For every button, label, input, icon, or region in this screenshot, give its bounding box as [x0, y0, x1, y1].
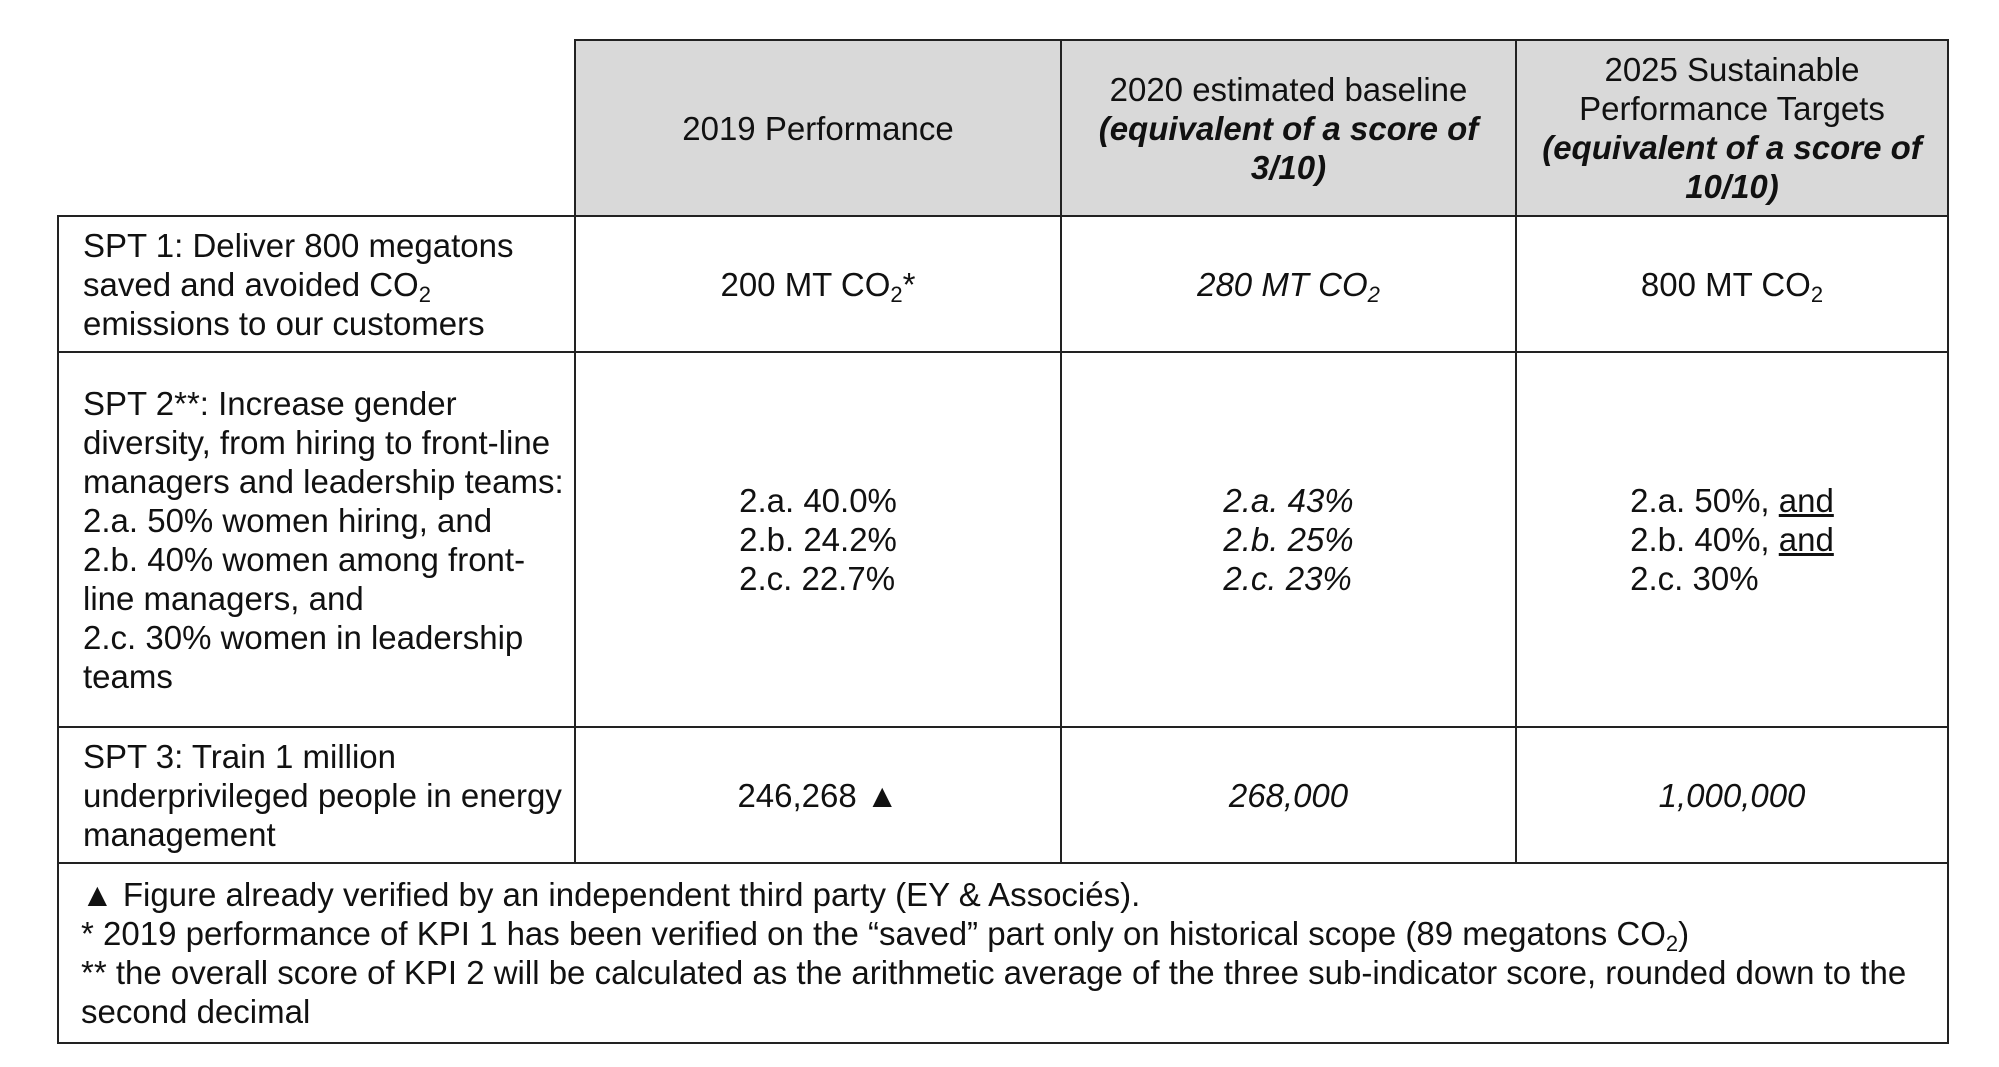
spt1-label-subscript: 2 — [418, 281, 431, 307]
spt1-label-text: SPT 1: Deliver 800 megatons saved and av… — [83, 226, 514, 303]
spt1-2019-performance: 200 MT CO2* — [574, 215, 1062, 353]
spt2-2019-performance: 2.a. 40.0% 2.b. 24.2% 2.c. 22.7% — [574, 351, 1062, 728]
spt2-2019-b: 2.b. 24.2% — [739, 521, 897, 558]
footnote-verified: ▲ Figure already verified by an independ… — [81, 876, 1141, 913]
spt-table: 2019 Performance 2020 estimated baseline… — [57, 39, 1949, 1044]
header-2019-performance: 2019 Performance — [574, 39, 1062, 217]
spt2-2025-a: 2.a. 50%, — [1630, 482, 1770, 519]
spt2-label-intro: SPT 2**: Increase gender diversity, from… — [83, 384, 564, 500]
spt2-label: SPT 2**: Increase gender diversity, from… — [57, 351, 576, 728]
spt2-2019-c: 2.c. 22.7% — [739, 560, 896, 597]
spt2-2025-target: 2.a. 50%, and 2.b. 40%, and 2.c. 30% — [1515, 351, 1949, 728]
table-row-spt2: SPT 2**: Increase gender diversity, from… — [57, 351, 1949, 728]
spt2-2020-b: 2.b. 25% — [1223, 521, 1354, 558]
header-2020-score: (equivalent of a score of 3/10) — [1098, 109, 1479, 186]
spt1-2019-subscript: 2 — [890, 281, 903, 307]
spt1-2020-subscript: 2 — [1367, 281, 1380, 307]
spt2-2025-a-and: and — [1778, 482, 1834, 519]
spt2-2025-c: 2.c. 30% — [1630, 560, 1759, 597]
header-2020-baseline: 2020 estimated baseline (equivalent of a… — [1060, 39, 1517, 217]
spt1-2025-target: 800 MT CO2 — [1515, 215, 1949, 353]
spt2-2025-b: 2.b. 40%, — [1630, 521, 1770, 558]
spt1-label: SPT 1: Deliver 800 megatons saved and av… — [57, 215, 576, 353]
spt2-2020-a: 2.a. 43% — [1223, 482, 1354, 519]
spt2-label-b: 2.b. 40% women among front-line managers… — [83, 540, 526, 617]
spt1-2019-footnote-mark: * — [902, 265, 916, 303]
notes-row: ▲ Figure already verified by an independ… — [57, 862, 1949, 1044]
spt3-2019-performance: 246,268 ▲ — [574, 726, 1062, 864]
footnote-kpi1-end: ) — [1678, 915, 1690, 952]
spt2-2020-baseline: 2.a. 43% 2.b. 25% 2.c. 23% — [1060, 351, 1517, 728]
spt3-label: SPT 3: Train 1 million underprivileged p… — [57, 726, 576, 864]
header-2020-title: 2020 estimated baseline — [1109, 70, 1468, 108]
footnote-kpi1-subscript: 2 — [1665, 931, 1679, 956]
spt2-2025-b-and: and — [1778, 521, 1834, 558]
table-row-spt1: SPT 1: Deliver 800 megatons saved and av… — [57, 215, 1949, 353]
header-2025-targets: 2025 Sustainable Performance Targets (eq… — [1515, 39, 1949, 217]
header-row: 2019 Performance 2020 estimated baseline… — [58, 39, 1949, 217]
spt2-2020-c: 2.c. 23% — [1223, 560, 1352, 597]
spt1-2020-baseline: 280 MT CO2 — [1060, 215, 1517, 353]
header-2025-title: 2025 Sustainable Performance Targets — [1579, 51, 1885, 127]
footnote-kpi2: ** the overall score of KPI 2 will be ca… — [81, 954, 1907, 1030]
spt3-2020-baseline: 268,000 — [1060, 726, 1517, 864]
header-2019-label: 2019 Performance — [682, 109, 954, 147]
spt3-2025-target: 1,000,000 — [1515, 726, 1949, 864]
header-2025-score: (equivalent of a score of 10/10) — [1542, 129, 1922, 205]
spt2-label-c: 2.c. 30% women in leadership teams — [83, 618, 524, 695]
spt1-2019-value: 200 MT CO — [720, 265, 891, 303]
spt2-label-a: 2.a. 50% women hiring, and — [83, 501, 493, 539]
spt1-2025-subscript: 2 — [1810, 281, 1824, 307]
spt1-2020-value: 280 MT CO — [1197, 265, 1368, 303]
spt1-2025-value: 800 MT CO — [1640, 265, 1811, 303]
footnote-kpi1: * 2019 performance of KPI 1 has been ver… — [81, 915, 1666, 952]
table-row-spt3: SPT 3: Train 1 million underprivileged p… — [57, 726, 1949, 864]
spt2-2019-a: 2.a. 40.0% — [739, 482, 897, 519]
spt1-label-text-end: emissions to our customers — [83, 304, 485, 342]
footnotes: ▲ Figure already verified by an independ… — [57, 862, 1949, 1044]
blank-corner-cell — [58, 40, 576, 217]
